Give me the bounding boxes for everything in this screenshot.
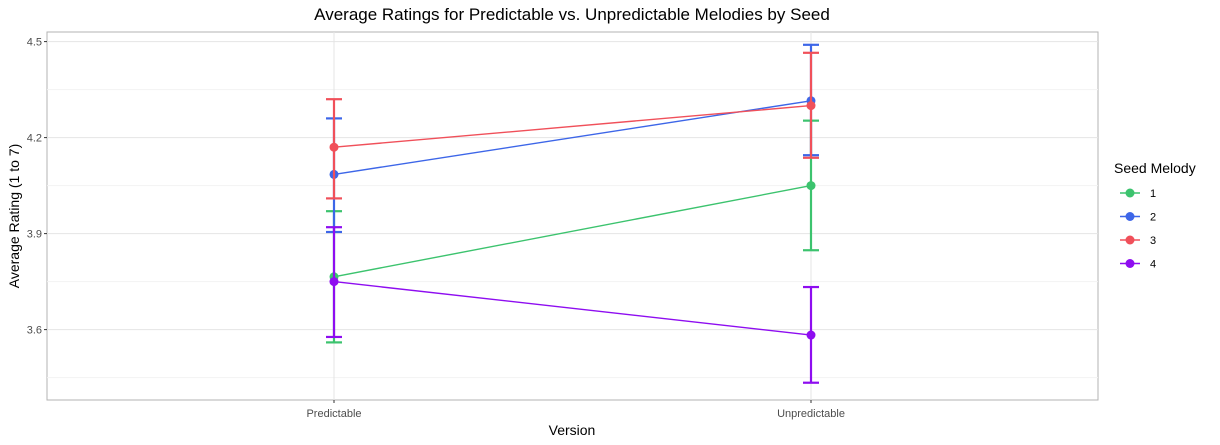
chart-title: Average Ratings for Predictable vs. Unpr… (314, 5, 830, 24)
y-tick-label: 3.6 (27, 325, 42, 337)
legend-key-point (1125, 259, 1135, 268)
data-series (326, 43, 819, 384)
legend-key-point (1125, 212, 1135, 221)
legend-label: 3 (1150, 235, 1156, 247)
axes: 3.6 3.9 4.2 4.5 Predictable Unpredictable (27, 37, 845, 420)
legend-item: 4 (1120, 259, 1156, 271)
series-line (333, 184, 812, 278)
legend-label: 2 (1150, 212, 1156, 224)
series-line (333, 280, 812, 336)
series-line (333, 104, 812, 148)
legend-label: 4 (1150, 259, 1156, 271)
x-tick-label: Unpredictable (777, 408, 845, 420)
data-point (329, 142, 339, 152)
legend-item: 3 (1120, 235, 1156, 247)
legend-item: 2 (1120, 212, 1156, 224)
plot-panel (46, 31, 1099, 401)
y-tick-label: 4.5 (27, 37, 42, 49)
data-point (806, 101, 816, 111)
data-point (329, 277, 339, 287)
y-tick-label: 4.2 (27, 133, 42, 145)
x-axis-title: Version (549, 422, 596, 438)
legend: Seed Melody 1 2 3 4 (1114, 160, 1196, 271)
y-axis-title: Average Rating (1 to 7) (6, 144, 22, 289)
data-point (806, 181, 816, 191)
y-tick-label: 3.9 (27, 229, 42, 241)
legend-key-point (1125, 235, 1135, 245)
x-tick-label: Predictable (306, 408, 361, 420)
series-3 (326, 51, 819, 200)
legend-item: 1 (1120, 188, 1156, 200)
series-4 (326, 226, 819, 384)
legend-title: Seed Melody (1114, 160, 1196, 176)
data-point (806, 330, 816, 340)
grid-lines (47, 32, 1098, 400)
legend-label: 1 (1150, 188, 1156, 200)
legend-key-point (1125, 188, 1135, 198)
